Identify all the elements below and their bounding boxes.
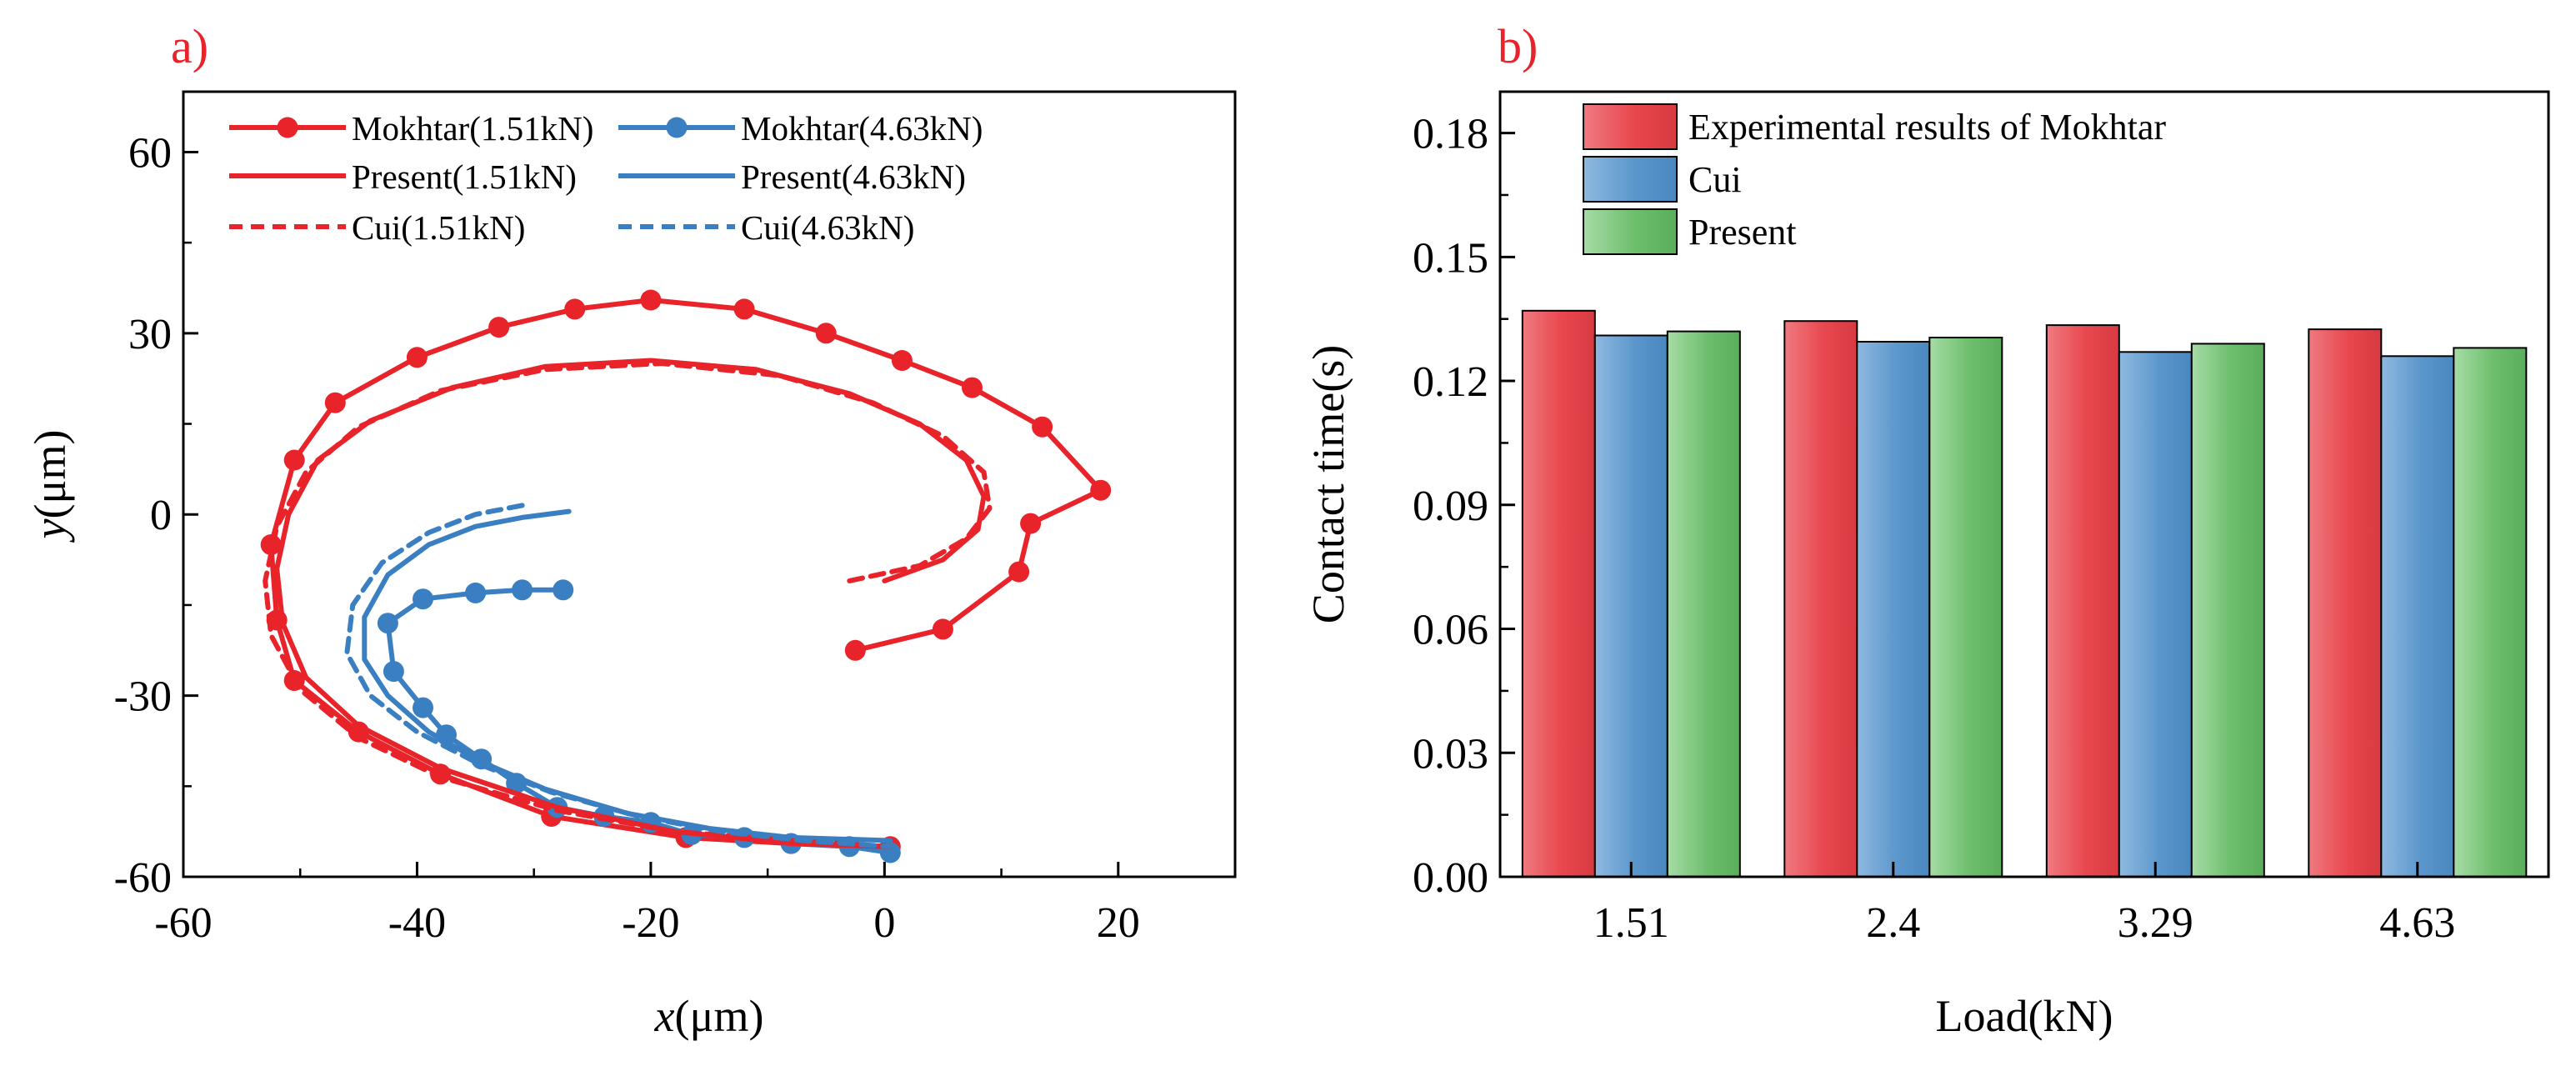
- data-point-mokhtar-1-51kn: [564, 298, 586, 320]
- data-point-mokhtar-1-51kn: [283, 449, 305, 471]
- trajectory-axes: -60 -40 -20 0 20 -60 -30 0 30 60: [114, 129, 1140, 947]
- y-tick-label: 0.18: [1413, 111, 1488, 158]
- data-point-mokhtar-1-51kn: [815, 323, 837, 344]
- bar-present-2-4: [1928, 337, 2003, 878]
- data-point-mokhtar-1-51kn: [1090, 479, 1112, 501]
- legend-marker-mokhtar-4-63kn: [666, 117, 688, 138]
- data-point-mokhtar-4-63kn: [383, 661, 404, 683]
- x-tick-label: 1.51: [1593, 899, 1669, 947]
- x-tick-label: 0: [873, 899, 895, 947]
- legend-label-cui: Cui: [1688, 159, 1742, 200]
- bar-experimental-results-of-mokhtar-2-4: [1783, 320, 1858, 878]
- data-point-mokhtar-4-63kn: [553, 579, 574, 601]
- panel-a-label: a): [171, 19, 208, 73]
- contact-time-chart: 0.00 0.03 0.06 0.09 0.12 0.15 0.18 1.51 2.4 3.29 4…: [1303, 90, 2550, 1041]
- legend-label-experimental-results-of-mokhtar: Experimental results of Mokhtar: [1688, 107, 2166, 148]
- y-tick-label: 0.15: [1413, 234, 1488, 282]
- legend-label-mokhtar-4-63kn: Mokhtar(4.63kN): [741, 109, 983, 148]
- trajectory-plot-area: [260, 289, 1112, 863]
- data-point-mokhtar-1-51kn: [1020, 513, 1042, 534]
- legend-label-present-4-63kn: Present(4.63kN): [741, 158, 966, 196]
- y-tick-label: 0.06: [1413, 607, 1488, 654]
- contact-time-plot-area: [1521, 309, 2528, 878]
- legend-label-mokhtar-1-51kn: Mokhtar(1.51kN): [352, 109, 593, 148]
- series-line-cui-1-51kn: [263, 361, 993, 849]
- y-tick-label: 60: [128, 129, 172, 177]
- bar-experimental-results-of-mokhtar-3-29: [2045, 324, 2120, 878]
- data-point-mokhtar-1-51kn: [891, 350, 913, 371]
- bar-present-1-51: [1666, 330, 1741, 878]
- x-tick-label: 4.63: [2379, 899, 2455, 947]
- data-point-mokhtar-1-51kn: [1008, 561, 1030, 583]
- x-tick-label: 2.4: [1866, 899, 1920, 947]
- x-tick-label: -20: [622, 899, 679, 947]
- y-tick-label: -30: [114, 673, 172, 721]
- contact-time-y-axis-label: Contact time(s): [1303, 345, 1353, 623]
- data-point-mokhtar-4-63kn: [413, 588, 433, 610]
- trajectory-legend: Mokhtar(1.51kN) Mokhtar(4.63kN) Present(1.…: [229, 109, 983, 247]
- data-point-mokhtar-1-51kn: [406, 347, 428, 368]
- bar-present-3-29: [2190, 343, 2265, 878]
- legend-label-cui-1-51kn: Cui(1.51kN): [352, 208, 525, 247]
- x-tick-label: -60: [154, 899, 212, 947]
- y-tick-label: 0: [150, 492, 172, 539]
- contact-time-x-axis-label: Load(kN): [1936, 991, 2113, 1041]
- data-point-mokhtar-4-63kn: [377, 613, 398, 634]
- bar-cui-3-29: [2118, 351, 2193, 878]
- x-tick-label: 3.29: [2118, 899, 2193, 947]
- series-line-present-4-63kn: [362, 508, 893, 843]
- legend-label-present-1-51kn: Present(1.51kN): [352, 158, 577, 196]
- data-point-mokhtar-1-51kn: [844, 639, 866, 661]
- contact-time-plot-frame: [1498, 90, 2550, 878]
- bar-present-4-63: [2453, 347, 2528, 878]
- legend-swatch-experimental-results-of-mokhtar: [1583, 103, 1678, 150]
- bar-experimental-results-of-mokhtar-4-63: [2308, 328, 2383, 878]
- series-line-cui-4-63kn: [344, 503, 893, 849]
- y-tick-label: 0.03: [1413, 730, 1488, 778]
- data-point-mokhtar-1-51kn: [640, 289, 662, 311]
- contact-time-legend: Experimental results of Mokhtar Cui Presen…: [1583, 103, 2166, 255]
- data-point-mokhtar-4-63kn: [465, 582, 487, 603]
- bar-cui-1-51: [1593, 334, 1668, 878]
- bar-experimental-results-of-mokhtar-1-51: [1521, 309, 1596, 878]
- legend-swatch-present: [1583, 208, 1678, 255]
- trajectory-x-axis-label: x(μm): [654, 991, 764, 1041]
- series-line-present-1-51kn: [274, 358, 987, 849]
- y-tick-label: 0.12: [1413, 358, 1488, 406]
- y-tick-label: 0.09: [1413, 483, 1488, 530]
- legend-swatch-cui: [1583, 156, 1678, 203]
- data-point-mokhtar-4-63kn: [512, 579, 533, 601]
- bar-cui-4-63: [2380, 355, 2455, 878]
- legend-label-cui-4-63kn: Cui(4.63kN): [741, 208, 914, 247]
- data-point-mokhtar-1-51kn: [324, 392, 346, 413]
- legend-label-present: Present: [1688, 212, 1797, 253]
- trajectory-y-axis-label: y(μm): [25, 430, 75, 543]
- x-tick-label: 20: [1097, 899, 1140, 947]
- legend-marker-mokhtar-1-51kn: [277, 117, 298, 138]
- x-tick-label: -40: [388, 899, 446, 947]
- data-point-mokhtar-1-51kn: [932, 618, 953, 640]
- panel-b-label: b): [1498, 19, 1538, 73]
- data-point-mokhtar-1-51kn: [962, 377, 983, 398]
- data-point-mokhtar-4-63kn: [413, 697, 433, 718]
- y-tick-label: -60: [114, 854, 172, 902]
- y-tick-label: 30: [128, 311, 172, 358]
- y-tick-label: 0.00: [1413, 854, 1488, 902]
- data-point-mokhtar-1-51kn: [733, 298, 755, 320]
- data-point-mokhtar-1-51kn: [488, 317, 510, 338]
- bar-cui-2-4: [1856, 341, 1931, 878]
- data-point-mokhtar-1-51kn: [1032, 416, 1053, 438]
- contact-time-axes: 0.00 0.03 0.06 0.09 0.12 0.15 0.18 1.51 2.4 3.29 4…: [1413, 111, 2455, 947]
- trajectory-plot-frame: [182, 90, 1237, 878]
